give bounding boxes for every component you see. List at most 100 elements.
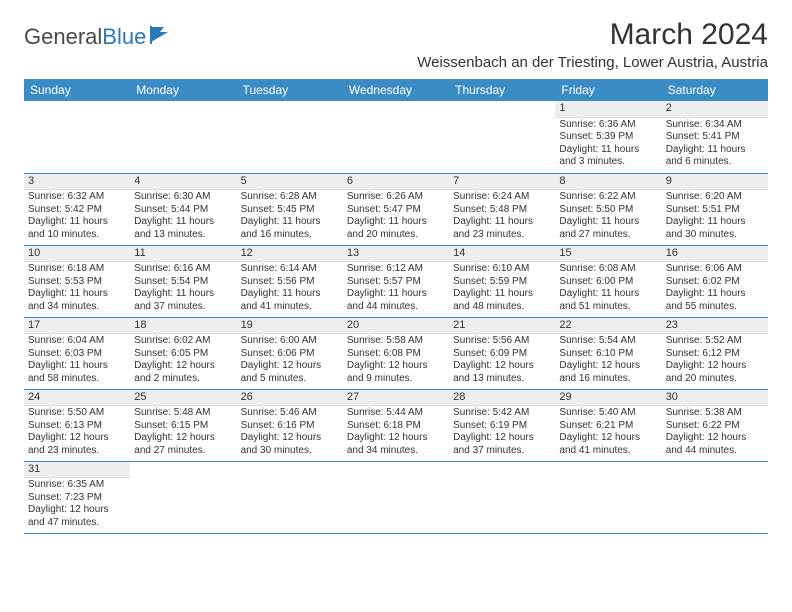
sunrise-line: Sunrise: 6:10 AM [453, 263, 551, 276]
calendar-cell [130, 101, 236, 173]
sunrise-line: Sunrise: 5:56 AM [453, 335, 551, 348]
sunrise-line: Sunrise: 6:26 AM [347, 191, 445, 204]
sunset-line: Sunset: 6:03 PM [28, 348, 126, 361]
calendar-cell [24, 101, 130, 173]
calendar-cell [237, 101, 343, 173]
sunset-line: Sunset: 6:00 PM [559, 276, 657, 289]
sunset-line: Sunset: 5:47 PM [347, 204, 445, 217]
daylight-line: Daylight: 11 hours and 48 minutes. [453, 288, 551, 313]
daylight-line: Daylight: 12 hours and 20 minutes. [666, 360, 764, 385]
day-number: 28 [449, 390, 555, 407]
calendar-cell: 22Sunrise: 5:54 AMSunset: 6:10 PMDayligh… [555, 317, 661, 389]
sunset-line: Sunset: 5:41 PM [666, 131, 764, 144]
sunset-line: Sunset: 6:02 PM [666, 276, 764, 289]
calendar-cell: 18Sunrise: 6:02 AMSunset: 6:05 PMDayligh… [130, 317, 236, 389]
daylight-line: Daylight: 11 hours and 6 minutes. [666, 144, 764, 169]
sunset-line: Sunset: 5:54 PM [134, 276, 232, 289]
day-number: 1 [555, 101, 661, 118]
sunrise-line: Sunrise: 5:40 AM [559, 407, 657, 420]
sunrise-line: Sunrise: 6:28 AM [241, 191, 339, 204]
sunset-line: Sunset: 6:22 PM [666, 420, 764, 433]
day-body: Sunrise: 6:04 AMSunset: 6:03 PMDaylight:… [24, 334, 130, 387]
day-body: Sunrise: 5:48 AMSunset: 6:15 PMDaylight:… [130, 406, 236, 459]
sunrise-line: Sunrise: 6:34 AM [666, 119, 764, 132]
day-number: 10 [24, 246, 130, 263]
calendar-cell: 1Sunrise: 6:36 AMSunset: 5:39 PMDaylight… [555, 101, 661, 173]
day-number: 22 [555, 318, 661, 335]
calendar-cell: 4Sunrise: 6:30 AMSunset: 5:44 PMDaylight… [130, 173, 236, 245]
sunrise-line: Sunrise: 6:32 AM [28, 191, 126, 204]
calendar-week: 31Sunrise: 6:35 AMSunset: 7:23 PMDayligh… [24, 461, 768, 533]
sunset-line: Sunset: 5:42 PM [28, 204, 126, 217]
daylight-line: Daylight: 11 hours and 37 minutes. [134, 288, 232, 313]
calendar-cell: 8Sunrise: 6:22 AMSunset: 5:50 PMDaylight… [555, 173, 661, 245]
calendar-cell [237, 461, 343, 533]
day-number: 20 [343, 318, 449, 335]
sunset-line: Sunset: 5:56 PM [241, 276, 339, 289]
calendar-cell: 14Sunrise: 6:10 AMSunset: 5:59 PMDayligh… [449, 245, 555, 317]
calendar-cell: 6Sunrise: 6:26 AMSunset: 5:47 PMDaylight… [343, 173, 449, 245]
daylight-line: Daylight: 12 hours and 27 minutes. [134, 432, 232, 457]
daylight-line: Daylight: 12 hours and 41 minutes. [559, 432, 657, 457]
logo-general: General [24, 24, 102, 49]
day-number: 29 [555, 390, 661, 407]
sunset-line: Sunset: 5:50 PM [559, 204, 657, 217]
day-header: Saturday [662, 79, 768, 101]
day-number: 27 [343, 390, 449, 407]
calendar-cell [343, 461, 449, 533]
calendar-cell: 29Sunrise: 5:40 AMSunset: 6:21 PMDayligh… [555, 389, 661, 461]
daylight-line: Daylight: 11 hours and 41 minutes. [241, 288, 339, 313]
calendar-cell: 20Sunrise: 5:58 AMSunset: 6:08 PMDayligh… [343, 317, 449, 389]
daylight-line: Daylight: 11 hours and 44 minutes. [347, 288, 445, 313]
day-body: Sunrise: 6:10 AMSunset: 5:59 PMDaylight:… [449, 262, 555, 315]
day-number: 23 [662, 318, 768, 335]
daylight-line: Daylight: 11 hours and 30 minutes. [666, 216, 764, 241]
daylight-line: Daylight: 11 hours and 16 minutes. [241, 216, 339, 241]
sunrise-line: Sunrise: 6:24 AM [453, 191, 551, 204]
day-number: 17 [24, 318, 130, 335]
sunset-line: Sunset: 6:21 PM [559, 420, 657, 433]
sunset-line: Sunset: 6:15 PM [134, 420, 232, 433]
calendar-cell: 15Sunrise: 6:08 AMSunset: 6:00 PMDayligh… [555, 245, 661, 317]
sunset-line: Sunset: 5:59 PM [453, 276, 551, 289]
sunset-line: Sunset: 5:51 PM [666, 204, 764, 217]
daylight-line: Daylight: 11 hours and 51 minutes. [559, 288, 657, 313]
day-number: 19 [237, 318, 343, 335]
day-header-row: SundayMondayTuesdayWednesdayThursdayFrid… [24, 79, 768, 101]
day-number: 21 [449, 318, 555, 335]
calendar-cell [662, 461, 768, 533]
sunrise-line: Sunrise: 6:14 AM [241, 263, 339, 276]
calendar-cell: 12Sunrise: 6:14 AMSunset: 5:56 PMDayligh… [237, 245, 343, 317]
day-number: 15 [555, 246, 661, 263]
day-body: Sunrise: 5:50 AMSunset: 6:13 PMDaylight:… [24, 406, 130, 459]
day-body: Sunrise: 5:52 AMSunset: 6:12 PMDaylight:… [662, 334, 768, 387]
day-header: Wednesday [343, 79, 449, 101]
day-number: 5 [237, 174, 343, 191]
daylight-line: Daylight: 12 hours and 47 minutes. [28, 504, 126, 529]
calendar-cell: 26Sunrise: 5:46 AMSunset: 6:16 PMDayligh… [237, 389, 343, 461]
calendar-cell: 19Sunrise: 6:00 AMSunset: 6:06 PMDayligh… [237, 317, 343, 389]
day-number: 9 [662, 174, 768, 191]
logo: GeneralBlue [24, 24, 176, 50]
day-body: Sunrise: 6:16 AMSunset: 5:54 PMDaylight:… [130, 262, 236, 315]
calendar-cell: 11Sunrise: 6:16 AMSunset: 5:54 PMDayligh… [130, 245, 236, 317]
daylight-line: Daylight: 11 hours and 10 minutes. [28, 216, 126, 241]
day-body: Sunrise: 6:06 AMSunset: 6:02 PMDaylight:… [662, 262, 768, 315]
sunrise-line: Sunrise: 5:58 AM [347, 335, 445, 348]
logo-text: GeneralBlue [24, 24, 146, 50]
day-header: Friday [555, 79, 661, 101]
daylight-line: Daylight: 11 hours and 20 minutes. [347, 216, 445, 241]
day-body: Sunrise: 6:35 AMSunset: 7:23 PMDaylight:… [24, 478, 130, 531]
sunset-line: Sunset: 7:23 PM [28, 492, 126, 505]
day-number: 2 [662, 101, 768, 118]
day-body: Sunrise: 6:12 AMSunset: 5:57 PMDaylight:… [343, 262, 449, 315]
calendar-table: SundayMondayTuesdayWednesdayThursdayFrid… [24, 79, 768, 534]
sunrise-line: Sunrise: 6:22 AM [559, 191, 657, 204]
day-header: Tuesday [237, 79, 343, 101]
sunrise-line: Sunrise: 6:18 AM [28, 263, 126, 276]
logo-blue: Blue [102, 24, 146, 49]
day-number: 14 [449, 246, 555, 263]
day-number: 18 [130, 318, 236, 335]
daylight-line: Daylight: 12 hours and 30 minutes. [241, 432, 339, 457]
day-body: Sunrise: 6:00 AMSunset: 6:06 PMDaylight:… [237, 334, 343, 387]
